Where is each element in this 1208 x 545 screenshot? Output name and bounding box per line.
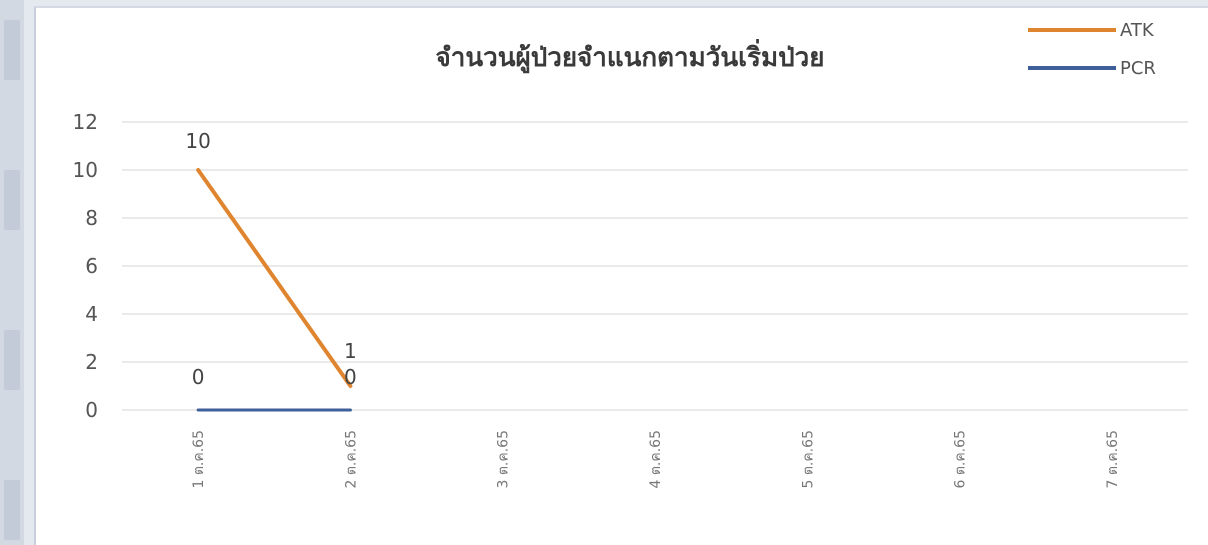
y-tick-label: 12	[73, 110, 98, 134]
x-tick-label: 7 ต.ค.65	[1105, 430, 1121, 489]
sidebar-tab[interactable]	[4, 20, 20, 80]
y-tick-label: 4	[85, 302, 98, 326]
sidebar-tab[interactable]	[4, 480, 20, 540]
legend-label-pcr: PCR	[1120, 58, 1156, 79]
data-label: 0	[344, 365, 357, 389]
y-tick-label: 2	[85, 350, 98, 374]
x-tick-label: 4 ต.ค.65	[648, 430, 664, 489]
sidebar-tab[interactable]	[4, 170, 20, 230]
data-label: 10	[185, 129, 210, 153]
series-line-atk	[196, 168, 353, 388]
chart-title: จำนวนผู้ป่วยจำแนกตามวันเริ่มป่วย	[436, 38, 825, 74]
data-label: 1	[344, 339, 357, 363]
x-tick-label: 2 ต.ค.65	[343, 430, 359, 489]
chart-panel	[34, 6, 1208, 545]
x-tick-label: 1 ต.ค.65	[191, 430, 207, 489]
x-tick-label: 6 ต.ค.65	[953, 430, 969, 489]
x-tick-label: 3 ต.ค.65	[496, 430, 512, 489]
data-label: 0	[192, 365, 205, 389]
x-tick-label: 5 ต.ค.65	[800, 430, 816, 489]
sidebar-tab[interactable]	[4, 330, 20, 390]
y-tick-label: 0	[85, 398, 98, 422]
left-sidebar-strip	[0, 0, 24, 545]
legend-label-atk: ATK	[1120, 20, 1155, 41]
y-tick-label: 6	[85, 254, 98, 278]
y-tick-label: 8	[85, 206, 98, 230]
y-tick-label: 10	[73, 158, 98, 182]
